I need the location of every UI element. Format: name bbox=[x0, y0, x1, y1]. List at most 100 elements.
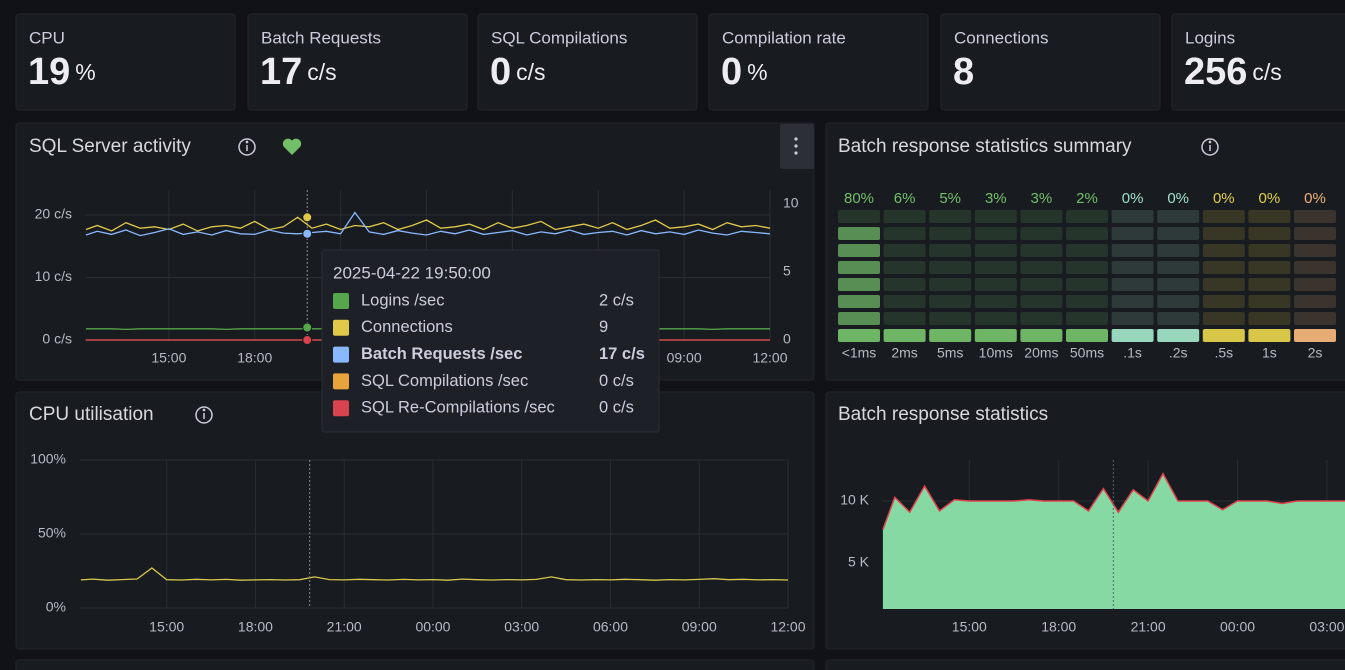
gauge-cell bbox=[1202, 295, 1245, 308]
y-tick-label: 20 c/s bbox=[35, 206, 72, 222]
area bbox=[882, 473, 1345, 609]
gauge-cell bbox=[838, 244, 880, 257]
category-label: 10ms bbox=[979, 345, 1013, 361]
stat-number: 8 bbox=[953, 51, 974, 93]
info-icon[interactable] bbox=[1201, 138, 1219, 156]
x-tick-label: 09:00 bbox=[682, 619, 717, 635]
x-tick-label: 15:00 bbox=[151, 350, 186, 366]
gauge-cell bbox=[974, 278, 1017, 291]
y2-tick-label: 0 bbox=[783, 331, 791, 347]
panel bbox=[825, 659, 1345, 670]
gauge-cell bbox=[1248, 244, 1291, 257]
x-tick-label: 12:00 bbox=[770, 619, 805, 635]
legend-label: SQL Re-Compilations /sec bbox=[361, 399, 555, 417]
value-label: 80% bbox=[844, 190, 874, 207]
stat-panel bbox=[477, 13, 698, 111]
plot bbox=[80, 567, 789, 581]
gauge-cell bbox=[1294, 278, 1336, 291]
stat-title: Compilation rate bbox=[722, 28, 846, 47]
tooltip-value: 2 c/s bbox=[599, 291, 634, 309]
gauge-cell bbox=[974, 312, 1017, 325]
gauge-cell bbox=[1066, 295, 1108, 308]
gauge-cell bbox=[1157, 227, 1200, 240]
stat-title: Batch Requests bbox=[261, 28, 381, 47]
stat-number: 0 bbox=[721, 51, 742, 93]
charts: 0 c/s 10 c/s 20 c/s 15:00 18:00 21:00 00:00 03:… bbox=[30, 190, 1345, 635]
category-label: .1s bbox=[1123, 345, 1142, 361]
legend-label: Batch Requests /sec bbox=[361, 345, 522, 363]
gauge-cell bbox=[1248, 227, 1291, 240]
legend-swatch bbox=[333, 373, 349, 390]
category-label: 2s bbox=[1308, 345, 1323, 361]
gauge-cell bbox=[1248, 278, 1291, 291]
value-label: 0% bbox=[1213, 190, 1235, 207]
x-tick-label: 18:00 bbox=[237, 350, 272, 366]
gauge-cell bbox=[883, 210, 926, 223]
tooltip-value: 9 bbox=[599, 318, 608, 336]
health-icon bbox=[282, 138, 302, 155]
gauge-cell bbox=[929, 244, 972, 257]
gauge-cell bbox=[1020, 210, 1063, 223]
gauge-cell bbox=[1202, 261, 1245, 274]
info-icon[interactable] bbox=[195, 406, 213, 424]
category-label: 50ms bbox=[1070, 345, 1104, 361]
gauge-cell bbox=[1066, 278, 1108, 291]
gauge-cell bbox=[838, 261, 880, 274]
menu-button[interactable] bbox=[780, 124, 814, 169]
gauge-cell bbox=[1294, 261, 1336, 274]
stat-number: 256 bbox=[1184, 51, 1247, 93]
series-line bbox=[85, 211, 771, 237]
tooltip-value: 0 c/s bbox=[599, 399, 634, 417]
legend-swatch bbox=[333, 293, 349, 309]
legend-label: Connections bbox=[361, 318, 453, 336]
gauge-cell bbox=[1020, 227, 1063, 240]
gauge-cell bbox=[1111, 278, 1154, 291]
gauge-cell bbox=[1020, 244, 1063, 257]
value-label: 2% bbox=[1076, 190, 1098, 207]
x-tick-label: 18:00 bbox=[1041, 619, 1076, 635]
stat-unit: c/s bbox=[1252, 59, 1281, 85]
category-label: .2s bbox=[1169, 345, 1188, 361]
gauge-cell bbox=[929, 278, 972, 291]
value-label: 5% bbox=[939, 190, 961, 207]
gauge-cell bbox=[1202, 278, 1245, 291]
gauge-cell bbox=[838, 295, 880, 308]
gauge-cell bbox=[1248, 295, 1291, 308]
gauge-cell bbox=[883, 312, 926, 325]
legend-label: Logins /sec bbox=[361, 291, 444, 309]
stat-title: Connections bbox=[954, 28, 1049, 47]
gauge-cell bbox=[1111, 312, 1154, 325]
gauge-cell bbox=[1248, 329, 1291, 342]
gauge-cell bbox=[974, 244, 1017, 257]
y-tick-label: 100% bbox=[30, 451, 66, 467]
panel bbox=[825, 122, 1345, 381]
tooltip: 2025-04-22 19:50:00 Logins /sec 2 c/s Conne… bbox=[321, 249, 660, 433]
gauge-cell bbox=[838, 227, 880, 240]
x-tick-label: 12:00 bbox=[752, 350, 787, 366]
info-icon[interactable] bbox=[238, 138, 256, 156]
stat-panel bbox=[708, 13, 929, 111]
gauge-cell bbox=[974, 329, 1017, 342]
x-tick-label: 00:00 bbox=[1220, 619, 1255, 635]
value-label: 3% bbox=[1031, 190, 1053, 207]
gauge-cell bbox=[838, 278, 880, 291]
y-tick-label: 50% bbox=[38, 525, 66, 541]
gauge-cell bbox=[1066, 329, 1108, 342]
legend-swatch bbox=[333, 400, 349, 417]
gauge-cell bbox=[929, 329, 972, 342]
gauge-cell bbox=[974, 210, 1017, 223]
gauge-cell bbox=[1202, 210, 1245, 223]
gauge-cell bbox=[1202, 227, 1245, 240]
gauge-cell bbox=[883, 278, 926, 291]
plot bbox=[882, 472, 1345, 609]
panel-title: CPU utilisation bbox=[29, 404, 154, 425]
x-tick-label: 18:00 bbox=[238, 619, 273, 635]
category-label: <1ms bbox=[842, 345, 877, 361]
gauge-cell bbox=[1066, 261, 1108, 274]
stat-number: 17 bbox=[260, 51, 302, 93]
category-label: 2ms bbox=[891, 345, 917, 361]
x-tick-label: 03:00 bbox=[1309, 619, 1344, 635]
hover-point bbox=[302, 228, 313, 239]
panel-title: SQL Server activity bbox=[29, 136, 191, 157]
gauge-cell bbox=[1294, 210, 1336, 223]
